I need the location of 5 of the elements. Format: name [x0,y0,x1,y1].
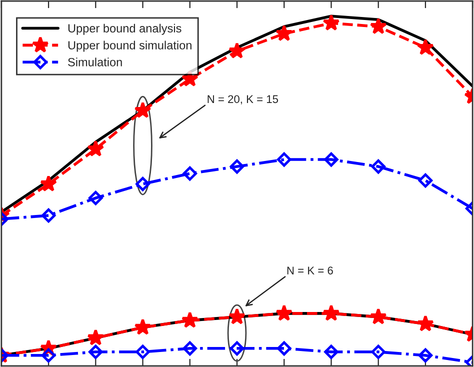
legend-label: Upper bound analysis [68,24,182,35]
annotation: N = 20, K = 15 [208,95,278,104]
legend-label: Upper bound simulation [68,40,192,52]
annotation: N = K = 6 [287,266,333,274]
legend-label: Simulation [68,58,122,66]
